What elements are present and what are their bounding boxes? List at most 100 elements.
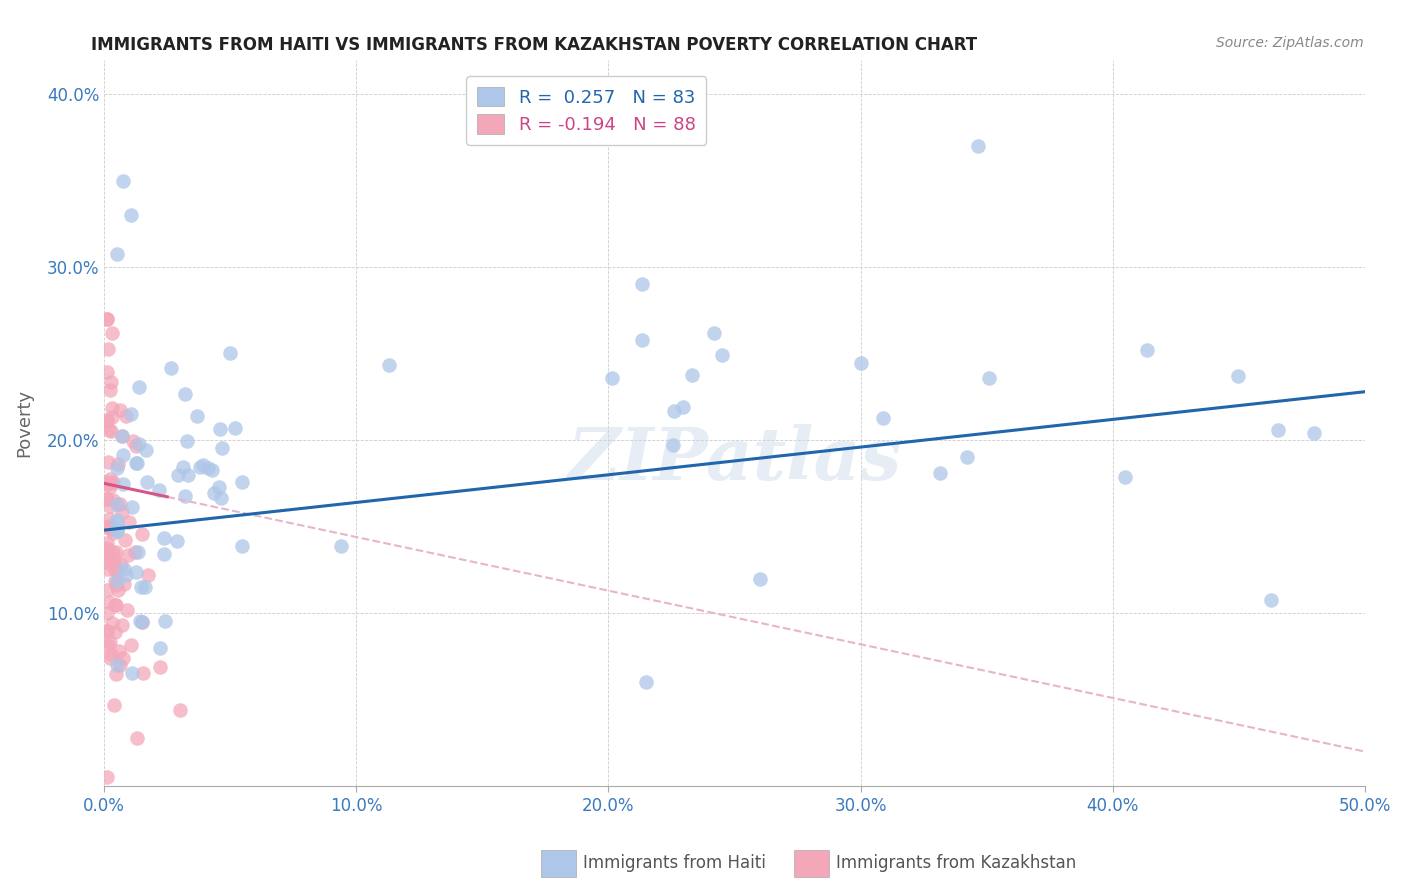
- Point: [136, 567, 159, 582]
- Point: [96, 624, 118, 638]
- Point: [131, 615, 153, 629]
- Point: [101, 526, 124, 541]
- Point: [101, 401, 124, 415]
- Point: [105, 658, 128, 673]
- Point: [120, 208, 142, 222]
- Point: [125, 456, 148, 470]
- Point: [96, 312, 118, 326]
- Point: [98, 547, 121, 561]
- Point: [96, 541, 118, 555]
- Point: [115, 603, 138, 617]
- Point: [209, 422, 232, 436]
- Point: [115, 409, 138, 424]
- Point: [107, 583, 129, 598]
- Point: [159, 361, 181, 376]
- Point: [111, 428, 134, 442]
- Point: [174, 387, 197, 401]
- Text: Immigrants from Haiti: Immigrants from Haiti: [582, 855, 765, 872]
- Point: [96, 541, 118, 556]
- Point: [186, 409, 208, 423]
- Point: [103, 475, 125, 490]
- Point: [118, 515, 141, 529]
- Point: [148, 483, 170, 497]
- Point: [121, 434, 143, 448]
- Point: [135, 442, 157, 457]
- Point: [107, 457, 129, 471]
- Point: [1226, 369, 1249, 384]
- Point: [100, 523, 122, 537]
- Point: [131, 665, 153, 680]
- Point: [956, 450, 979, 465]
- Point: [166, 534, 188, 549]
- Point: [630, 333, 652, 347]
- Point: [103, 552, 125, 566]
- Point: [96, 414, 118, 428]
- Point: [378, 359, 401, 373]
- Point: [96, 606, 118, 620]
- Point: [121, 666, 143, 681]
- Point: [662, 404, 685, 418]
- Point: [112, 577, 135, 591]
- Point: [96, 475, 118, 489]
- Point: [112, 449, 135, 463]
- Point: [101, 545, 124, 559]
- Point: [105, 516, 128, 530]
- Point: [211, 442, 233, 456]
- Point: [104, 578, 127, 592]
- Point: [96, 491, 118, 506]
- Point: [703, 326, 725, 341]
- Point: [153, 548, 176, 562]
- Point: [97, 519, 120, 533]
- Point: [105, 563, 128, 577]
- Point: [96, 312, 118, 326]
- Point: [103, 554, 125, 568]
- Point: [166, 467, 188, 482]
- Point: [128, 380, 150, 394]
- Point: [97, 556, 120, 570]
- Point: [634, 675, 657, 690]
- Point: [149, 660, 172, 674]
- Point: [104, 598, 127, 612]
- Point: [115, 567, 138, 582]
- Point: [120, 638, 142, 652]
- Point: [97, 455, 120, 469]
- Y-axis label: Poverty: Poverty: [15, 389, 32, 457]
- Point: [96, 552, 118, 566]
- Point: [201, 463, 224, 477]
- Point: [131, 526, 153, 541]
- Point: [104, 666, 127, 681]
- Point: [98, 635, 121, 649]
- Point: [136, 475, 159, 489]
- Point: [104, 625, 127, 640]
- Point: [121, 500, 143, 515]
- Point: [134, 580, 156, 594]
- Text: ZIPatlas: ZIPatlas: [568, 424, 901, 495]
- Point: [129, 580, 152, 594]
- Point: [97, 342, 120, 356]
- Point: [105, 497, 128, 511]
- Point: [104, 563, 127, 577]
- Point: [125, 439, 148, 453]
- Point: [101, 409, 124, 424]
- Point: [153, 531, 176, 545]
- Point: [681, 368, 703, 382]
- Point: [105, 247, 128, 261]
- Point: [96, 365, 118, 379]
- Point: [100, 326, 122, 340]
- Point: [108, 402, 131, 417]
- Point: [149, 641, 172, 656]
- Point: [110, 558, 132, 573]
- Point: [108, 497, 131, 511]
- Point: [112, 561, 135, 575]
- Point: [105, 524, 128, 538]
- Point: [120, 407, 142, 421]
- Point: [1302, 426, 1324, 441]
- Point: [1114, 469, 1136, 483]
- Point: [202, 486, 225, 500]
- Point: [169, 703, 191, 717]
- Text: IMMIGRANTS FROM HAITI VS IMMIGRANTS FROM KAZAKHSTAN POVERTY CORRELATION CHART: IMMIGRANTS FROM HAITI VS IMMIGRANTS FROM…: [91, 36, 977, 54]
- Point: [96, 536, 118, 550]
- Point: [929, 466, 952, 480]
- Point: [711, 348, 734, 362]
- Point: [231, 475, 253, 490]
